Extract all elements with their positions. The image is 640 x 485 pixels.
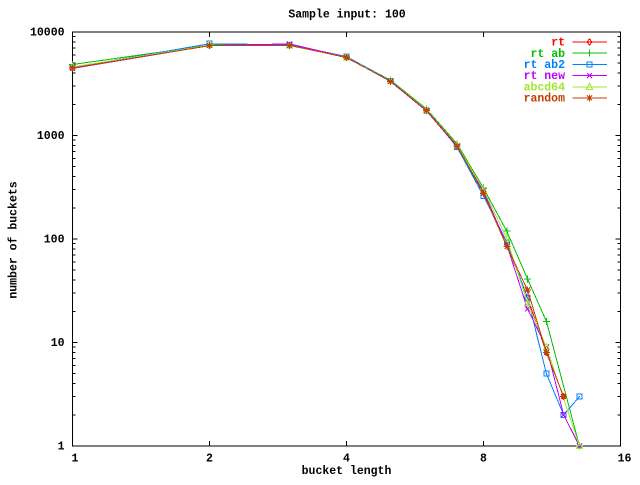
svg-text:rt new: rt new bbox=[524, 70, 566, 83]
svg-text:random: random bbox=[524, 93, 566, 106]
svg-text:rt: rt bbox=[551, 37, 565, 50]
svg-text:number of buckets: number of buckets bbox=[8, 181, 21, 298]
svg-text:bucket length: bucket length bbox=[302, 465, 392, 478]
svg-text:rt ab: rt ab bbox=[530, 48, 565, 61]
svg-text:rt ab2: rt ab2 bbox=[524, 59, 566, 72]
svg-text:2: 2 bbox=[206, 452, 213, 465]
svg-text:Sample input: 100: Sample input: 100 bbox=[288, 9, 405, 22]
svg-text:1: 1 bbox=[58, 441, 65, 454]
svg-text:abcd64: abcd64 bbox=[524, 81, 566, 94]
svg-text:10000: 10000 bbox=[30, 27, 65, 40]
svg-text:4: 4 bbox=[343, 452, 350, 465]
svg-text:16: 16 bbox=[618, 452, 632, 465]
svg-text:100: 100 bbox=[44, 234, 65, 247]
svg-text:1000: 1000 bbox=[37, 130, 65, 143]
svg-text:1: 1 bbox=[72, 452, 79, 465]
svg-text:10: 10 bbox=[51, 337, 65, 350]
svg-text:8: 8 bbox=[480, 452, 487, 465]
